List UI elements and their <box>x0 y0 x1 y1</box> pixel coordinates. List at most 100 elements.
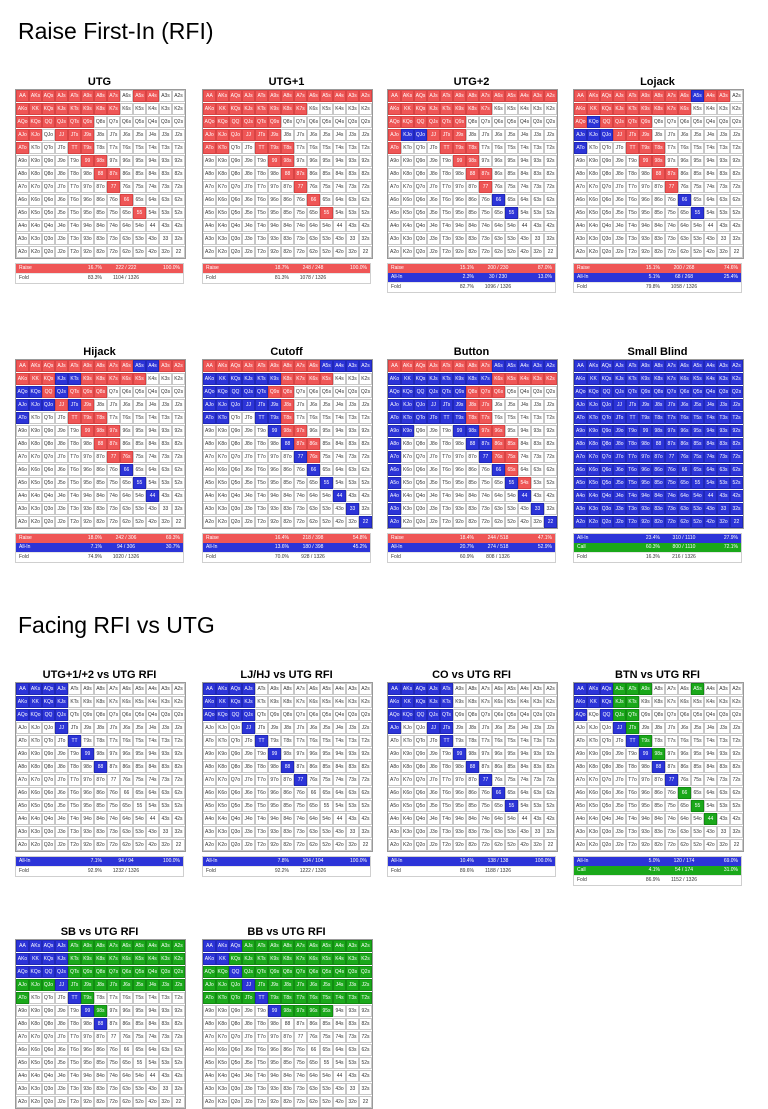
hand-cell[interactable]: A5o <box>203 1057 216 1069</box>
hand-cell[interactable]: QQ <box>42 116 55 128</box>
hand-cell[interactable]: 44 <box>333 813 346 825</box>
hand-cell[interactable]: TT <box>255 412 268 424</box>
hand-cell[interactable]: Q4s <box>518 116 531 128</box>
hand-cell[interactable]: A9o <box>16 748 29 760</box>
hand-cell[interactable]: A8s <box>466 360 479 372</box>
hand-cell[interactable]: 82o <box>281 516 294 528</box>
hand-cell[interactable]: 54s <box>333 1057 346 1069</box>
hand-cell[interactable]: A3s <box>717 683 730 695</box>
hand-cell[interactable]: 85s <box>505 168 518 180</box>
hand-cell[interactable]: T6o <box>626 787 639 799</box>
hand-cell[interactable]: J6o <box>613 787 626 799</box>
hand-cell[interactable]: K9s <box>81 373 94 385</box>
hand-cell[interactable]: 63s <box>531 464 544 476</box>
hand-cell[interactable]: T6o <box>440 464 453 476</box>
hand-cell[interactable]: 72s <box>172 774 185 786</box>
hand-cell[interactable]: 86s <box>120 1018 133 1030</box>
hand-cell[interactable]: QQ <box>229 386 242 398</box>
hand-cell[interactable]: J2s <box>172 722 185 734</box>
hand-cell[interactable]: 72o <box>665 246 678 258</box>
hand-cell[interactable]: 84s <box>704 168 717 180</box>
hand-cell[interactable]: T9o <box>255 425 268 437</box>
hand-cell[interactable]: 33 <box>531 503 544 515</box>
hand-cell[interactable]: 95s <box>133 748 146 760</box>
hand-cell[interactable]: Q9s <box>81 709 94 721</box>
hand-cell[interactable]: T8o <box>68 1018 81 1030</box>
hand-cell[interactable]: K9o <box>216 1005 229 1017</box>
hand-cell[interactable]: 66 <box>678 464 691 476</box>
hand-cell[interactable]: J7s <box>479 399 492 411</box>
hand-cell[interactable]: J9o <box>242 1005 255 1017</box>
hand-cell[interactable]: K5s <box>505 103 518 115</box>
hand-cell[interactable]: Q5s <box>505 116 518 128</box>
hand-cell[interactable]: 32o <box>346 839 359 851</box>
hand-cell[interactable]: 87o <box>94 1031 107 1043</box>
hand-cell[interactable]: T8s <box>652 142 665 154</box>
hand-cell[interactable]: Q3o <box>600 503 613 515</box>
hand-cell[interactable]: 84o <box>652 490 665 502</box>
hand-cell[interactable]: 43s <box>346 1070 359 1082</box>
hand-cell[interactable]: J8o <box>242 1018 255 1030</box>
hand-cell[interactable]: T6o <box>68 464 81 476</box>
hand-cell[interactable]: AQs <box>42 940 55 952</box>
hand-cell[interactable]: AQs <box>600 90 613 102</box>
hand-cell[interactable]: 33 <box>717 826 730 838</box>
hand-cell[interactable]: A5s <box>133 683 146 695</box>
hand-cell[interactable]: 42s <box>172 490 185 502</box>
hand-cell[interactable]: T5o <box>626 800 639 812</box>
hand-cell[interactable]: 73o <box>294 1083 307 1095</box>
hand-cell[interactable]: 93s <box>159 155 172 167</box>
hand-cell[interactable]: A4s <box>146 940 159 952</box>
hand-cell[interactable]: 95s <box>320 425 333 437</box>
hand-cell[interactable]: 65s <box>133 464 146 476</box>
hand-cell[interactable]: 96o <box>639 464 652 476</box>
hand-cell[interactable]: QTo <box>42 992 55 1004</box>
hand-cell[interactable]: 32s <box>359 233 372 245</box>
hand-cell[interactable]: J3o <box>55 1083 68 1095</box>
hand-cell[interactable]: 63o <box>678 503 691 515</box>
hand-cell[interactable]: KJo <box>216 722 229 734</box>
hand-cell[interactable]: Q9s <box>268 386 281 398</box>
hand-cell[interactable]: 32s <box>359 826 372 838</box>
hand-cell[interactable]: T6o <box>68 787 81 799</box>
hand-cell[interactable]: K9s <box>639 103 652 115</box>
hand-cell[interactable]: 96s <box>678 748 691 760</box>
hand-cell[interactable]: K5s <box>133 696 146 708</box>
hand-cell[interactable]: ATs <box>626 683 639 695</box>
hand-cell[interactable]: A6s <box>678 360 691 372</box>
hand-cell[interactable]: K8s <box>281 373 294 385</box>
hand-cell[interactable]: 82o <box>281 1096 294 1108</box>
hand-cell[interactable]: JTs <box>68 399 81 411</box>
hand-cell[interactable]: J8o <box>55 1018 68 1030</box>
hand-cell[interactable]: 94o <box>81 220 94 232</box>
hand-cell[interactable]: 44 <box>146 220 159 232</box>
hand-cell[interactable]: 73s <box>346 181 359 193</box>
hand-cell[interactable]: T5s <box>691 412 704 424</box>
hand-cell[interactable]: 65s <box>691 194 704 206</box>
hand-cell[interactable]: T4o <box>626 490 639 502</box>
hand-cell[interactable]: Q8o <box>229 438 242 450</box>
hand-cell[interactable]: A2s <box>359 360 372 372</box>
hand-cell[interactable]: 55 <box>320 1057 333 1069</box>
hand-cell[interactable]: T2s <box>172 142 185 154</box>
hand-cell[interactable]: 75s <box>691 774 704 786</box>
hand-cell[interactable]: A5o <box>203 477 216 489</box>
hand-cell[interactable]: Q2o <box>42 516 55 528</box>
hand-cell[interactable]: K9o <box>29 748 42 760</box>
hand-cell[interactable]: K4o <box>29 1070 42 1082</box>
hand-cell[interactable]: AKo <box>574 696 587 708</box>
hand-cell[interactable]: A8s <box>652 683 665 695</box>
hand-cell[interactable]: K4s <box>333 373 346 385</box>
hand-cell[interactable]: K4s <box>333 103 346 115</box>
hand-cell[interactable]: A6s <box>492 683 505 695</box>
hand-cell[interactable]: J5o <box>55 800 68 812</box>
hand-cell[interactable]: K6s <box>120 373 133 385</box>
hand-cell[interactable]: A6o <box>16 1044 29 1056</box>
hand-cell[interactable]: Q6o <box>414 787 427 799</box>
hand-cell[interactable]: 75o <box>107 207 120 219</box>
hand-cell[interactable]: A6s <box>307 360 320 372</box>
hand-cell[interactable]: 72s <box>359 1031 372 1043</box>
hand-cell[interactable]: J4o <box>242 220 255 232</box>
hand-cell[interactable]: QJo <box>600 722 613 734</box>
hand-cell[interactable]: 66 <box>120 194 133 206</box>
